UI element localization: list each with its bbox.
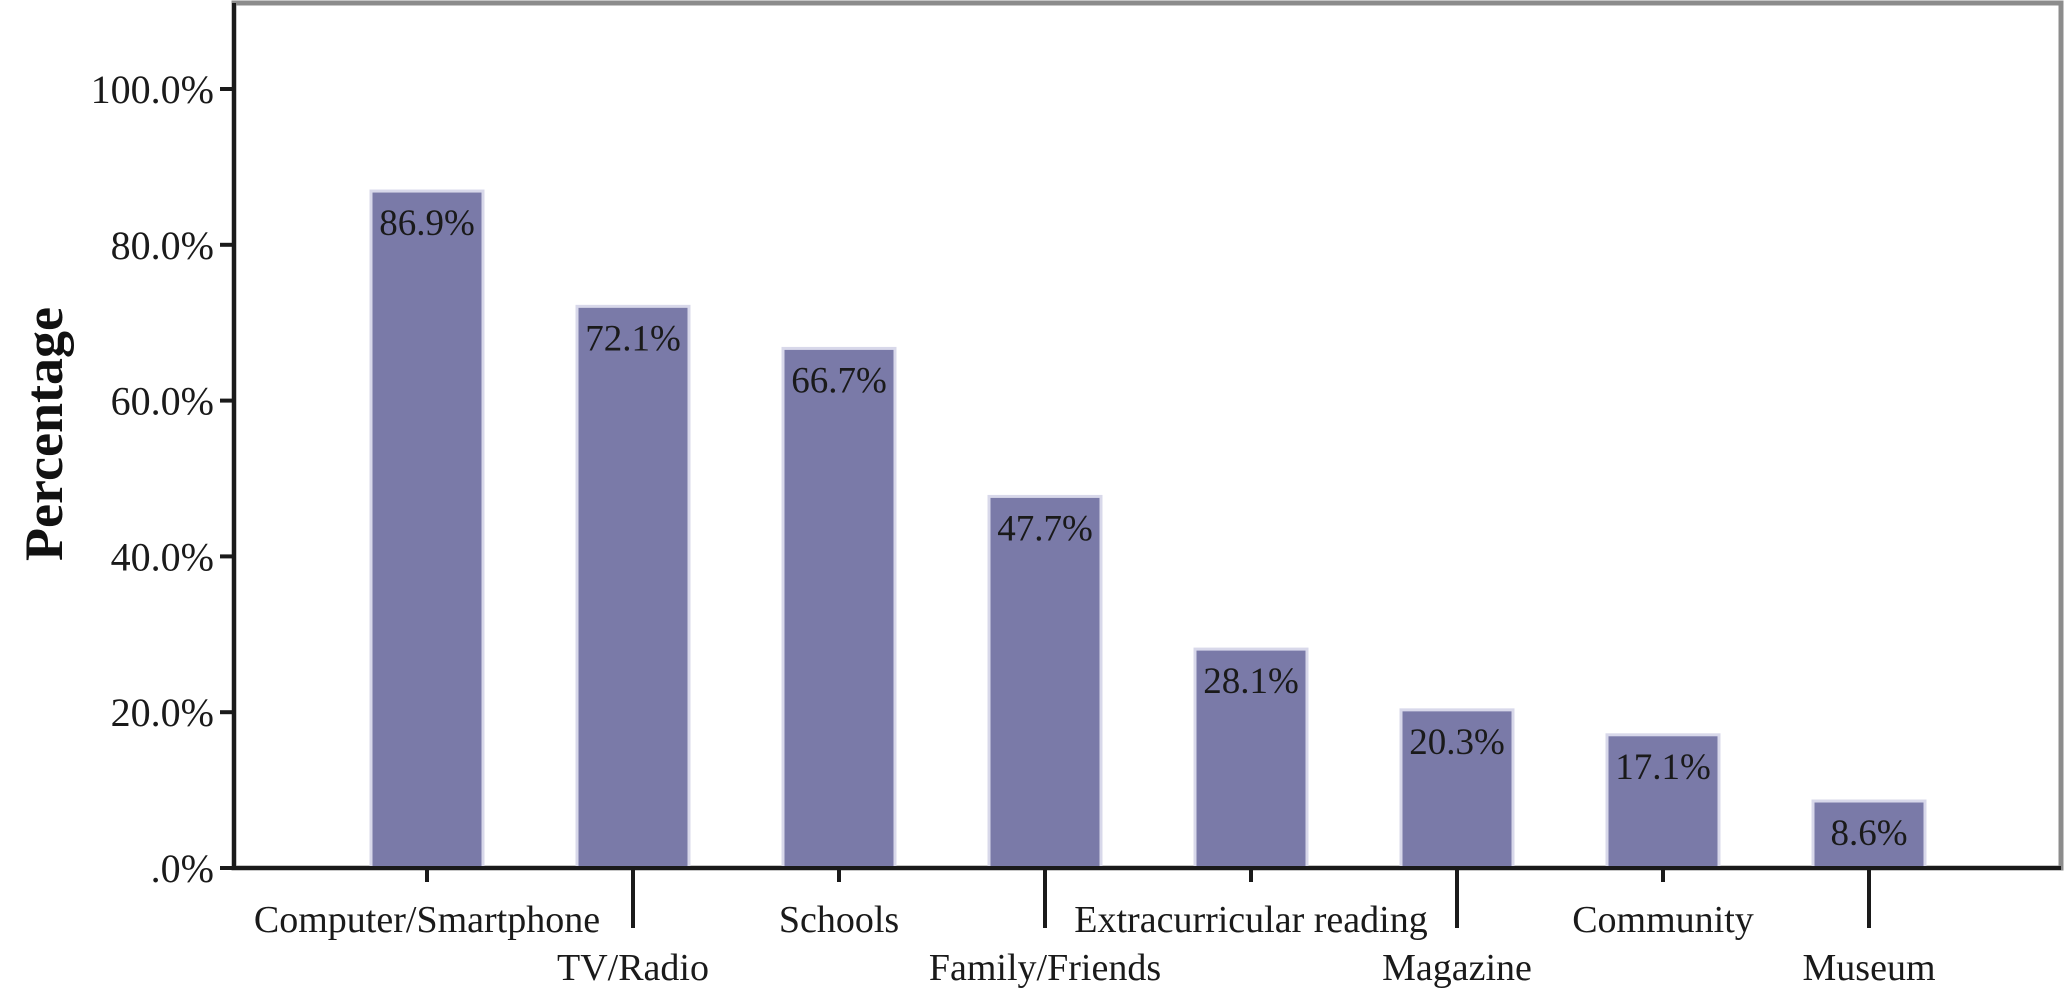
x-category-label: Family/Friends bbox=[929, 947, 1161, 989]
data-label: 20.3% bbox=[1409, 722, 1505, 763]
x-category-label: Extracurricular reading bbox=[1074, 899, 1427, 941]
y-tick-label: .0% bbox=[151, 846, 214, 891]
x-axis-ticks: Computer/Smartphone TV/Radio Schools Family… bbox=[254, 868, 1936, 989]
y-tick-label: 100.0% bbox=[91, 67, 214, 112]
y-tick-label: 60.0% bbox=[111, 379, 214, 424]
bar bbox=[1811, 799, 1927, 870]
y-tick-label: 20.0% bbox=[111, 690, 214, 735]
y-tick-label: 40.0% bbox=[111, 534, 214, 579]
x-category-label: Community bbox=[1572, 899, 1754, 941]
data-label: 17.1% bbox=[1615, 747, 1711, 788]
data-label: 8.6% bbox=[1830, 813, 1907, 854]
x-category-label: Computer/Smartphone bbox=[254, 899, 600, 941]
bar bbox=[575, 304, 691, 870]
y-axis-title: Percentage bbox=[14, 307, 74, 561]
data-label: 66.7% bbox=[791, 360, 887, 401]
data-labels-layer: 86.9% 72.1% 66.7% 47.7% 28.1% 20.3% 17.1% 8.6% bbox=[379, 203, 1907, 854]
bar bbox=[1399, 708, 1515, 870]
x-category-label: TV/Radio bbox=[557, 947, 709, 989]
x-category-label: Museum bbox=[1803, 947, 1936, 989]
bars-layer bbox=[369, 189, 1927, 870]
x-category-label: Schools bbox=[779, 899, 899, 941]
bar bbox=[781, 346, 897, 870]
data-label: 86.9% bbox=[379, 203, 475, 244]
y-tick-label: 80.0% bbox=[111, 223, 214, 268]
data-label: 28.1% bbox=[1203, 661, 1299, 702]
plot-frame bbox=[231, 0, 2064, 871]
bar bbox=[369, 189, 485, 870]
y-axis-ticks: .0% 20.0% 40.0% 60.0% 80.0% 100.0% bbox=[91, 67, 234, 891]
data-label: 72.1% bbox=[585, 318, 681, 359]
x-category-label: Magazine bbox=[1382, 947, 1532, 989]
data-label: 47.7% bbox=[997, 508, 1093, 549]
bar bbox=[987, 494, 1103, 870]
